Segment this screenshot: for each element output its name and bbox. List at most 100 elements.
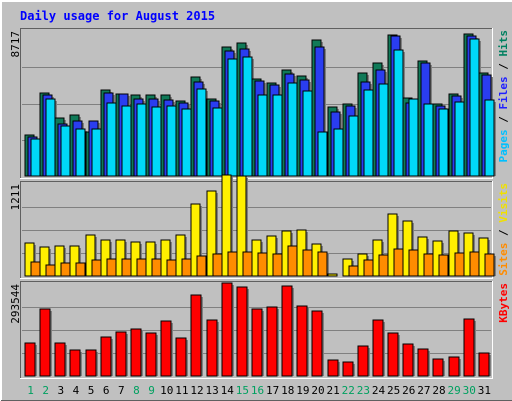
- bar-kbytes-day-30-body: [463, 318, 475, 377]
- bar-pages-day-31-body: [484, 99, 495, 177]
- bar-pages-day-20: [317, 131, 329, 177]
- bar-kbytes-day-26: [402, 343, 415, 377]
- bar-kbytes-day-22-body: [342, 361, 354, 377]
- bar-kbytes-day-14: [221, 282, 234, 377]
- bar-kbytes-day-3: [54, 342, 67, 377]
- chart-title: Daily usage for August 2015: [20, 9, 215, 23]
- bar-sites-day-13-body: [212, 253, 223, 277]
- bar-sites-day-24-body: [378, 254, 389, 277]
- bar-kbytes-day-10-body: [160, 320, 172, 377]
- bar-visits-day-5: [85, 234, 97, 277]
- bar-pages-day-31: [484, 99, 496, 177]
- bar-kbytes-day-28: [432, 358, 445, 377]
- bar-kbytes-day-9: [145, 332, 158, 377]
- bar-visits-day-14: [221, 174, 233, 277]
- bar-sites-day-11-body: [181, 258, 192, 277]
- bar-visits-day-25-body: [387, 213, 398, 277]
- bar-pages-day-6-body: [106, 102, 117, 177]
- panel-visits_sites-legend: Sites / Visits: [497, 183, 510, 276]
- x-tick-label-day-16: 16: [251, 384, 264, 397]
- bar-visits-day-14-body: [221, 174, 232, 277]
- bar-visits-day-10-body: [160, 239, 171, 277]
- bar-sites-day-15-body: [242, 251, 253, 277]
- bar-pages-day-5-body: [91, 128, 102, 177]
- bar-pages-day-28: [438, 108, 450, 177]
- bar-sites-day-10-body: [166, 259, 177, 277]
- bar-sites-day-8-body: [136, 258, 147, 277]
- bar-kbytes-day-8: [130, 328, 143, 377]
- bar-pages-day-12-body: [196, 88, 207, 177]
- x-tick-label-day-26: 26: [402, 384, 415, 397]
- bar-sites-day-4: [75, 262, 87, 277]
- x-tick-label-day-21: 21: [327, 384, 340, 397]
- bar-sites-day-16-body: [257, 252, 268, 277]
- bar-kbytes-day-5-body: [85, 349, 97, 377]
- bar-visits-day-26-body: [402, 220, 413, 277]
- bar-pages-day-8-body: [136, 103, 147, 177]
- bar-pages-day-18-body: [287, 82, 298, 177]
- x-tick-label-day-5: 5: [88, 384, 95, 397]
- bar-kbytes-day-21: [327, 359, 340, 377]
- bar-visits-day-15-body: [236, 175, 247, 277]
- x-tick-label-day-27: 27: [417, 384, 430, 397]
- bar-pages-day-13-body: [212, 107, 223, 177]
- bar-sites-day-25-body: [393, 248, 404, 277]
- bar-visits-day-1-body: [24, 242, 35, 277]
- bar-pages-day-25-body: [393, 49, 404, 177]
- bar-visits-day-11: [175, 234, 187, 277]
- bar-kbytes-day-29-body: [448, 356, 460, 377]
- bar-visits-day-25: [387, 213, 399, 277]
- bar-kbytes-day-20-body: [311, 310, 323, 377]
- bar-kbytes-day-27-body: [417, 348, 429, 377]
- x-tick-label-day-6: 6: [103, 384, 110, 397]
- bar-pages-day-30-body: [469, 38, 480, 177]
- bar-visits-day-11-body: [175, 234, 186, 277]
- bar-pages-day-12: [196, 88, 208, 177]
- bar-kbytes-day-26-body: [402, 343, 414, 377]
- bar-kbytes-day-25-body: [387, 332, 399, 377]
- bar-visits-day-13: [206, 190, 218, 277]
- bar-pages-day-29-body: [454, 101, 465, 177]
- bar-sites-day-22-body: [348, 265, 359, 277]
- bar-sites-day-28: [438, 254, 450, 277]
- bar-sites-day-9-body: [151, 258, 162, 277]
- bar-kbytes-day-23: [357, 345, 370, 377]
- bar-pages-day-7-body: [121, 105, 132, 177]
- bar-kbytes-day-3-body: [54, 342, 66, 377]
- bar-sites-day-12: [196, 255, 208, 277]
- x-tick-label-day-7: 7: [118, 384, 125, 397]
- bar-kbytes-day-2-body: [39, 308, 51, 377]
- bar-kbytes-day-15: [236, 286, 249, 377]
- bar-kbytes-day-31: [478, 352, 491, 377]
- bar-visits-day-2: [39, 246, 51, 277]
- bar-kbytes-day-19-body: [296, 305, 308, 377]
- panel-kbytes-max-label: 293544: [9, 284, 22, 324]
- chart-panels: 8717 Pages / Files / Hits 1211 Sites / Visi…: [9, 28, 510, 379]
- x-tick-label-day-20: 20: [311, 384, 324, 397]
- bar-kbytes-day-24: [372, 319, 385, 377]
- bar-kbytes-day-2: [39, 308, 52, 377]
- bar-sites-day-20-body: [317, 251, 328, 277]
- bar-pages-day-14-body: [227, 58, 238, 177]
- bar-sites-day-28-body: [438, 254, 449, 277]
- x-tick-label-day-1: 1: [27, 384, 34, 397]
- bar-sites-day-12-body: [196, 255, 207, 277]
- bar-kbytes-day-11-body: [175, 337, 187, 377]
- panel-pages_files_hits-legend: Pages / Files / Hits: [497, 30, 510, 163]
- x-tick-label-day-13: 13: [205, 384, 218, 397]
- bar-sites-day-23-body: [363, 259, 374, 277]
- bar-kbytes-day-4-body: [69, 349, 81, 377]
- bar-pages-day-4: [75, 128, 87, 177]
- bar-visits-day-4: [69, 245, 81, 277]
- x-tick-label-day-22: 22: [342, 384, 355, 397]
- bar-visits-day-21-body: [327, 273, 338, 277]
- bar-pages-day-4-body: [75, 128, 86, 177]
- bar-kbytes-day-7: [115, 331, 128, 377]
- bar-kbytes-day-12-body: [190, 294, 202, 377]
- bar-kbytes-day-13: [206, 319, 219, 377]
- bar-visits-day-21: [327, 273, 338, 277]
- bar-kbytes-day-25: [387, 332, 400, 377]
- x-tick-label-day-29: 29: [448, 384, 461, 397]
- x-tick-label-day-18: 18: [281, 384, 294, 397]
